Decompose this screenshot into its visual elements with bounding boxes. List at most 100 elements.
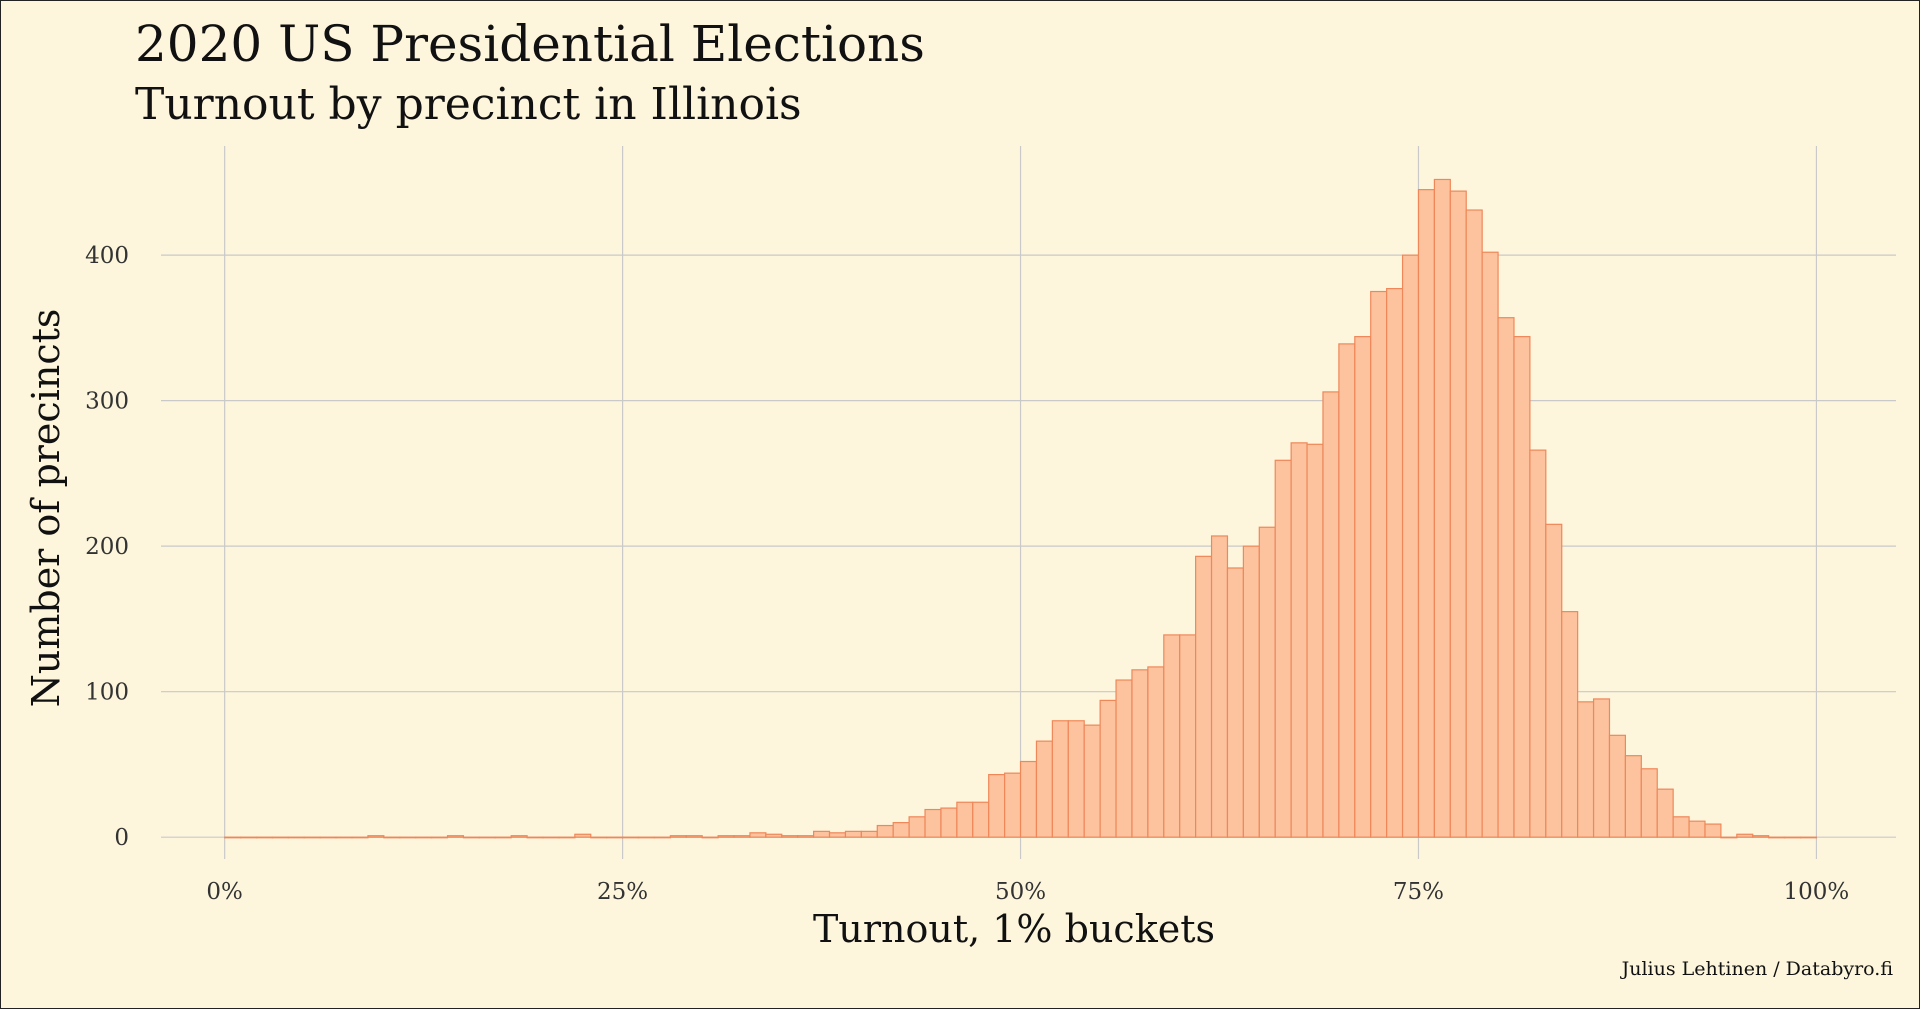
histogram-bar: [1417, 189, 1435, 838]
histogram-bar: [367, 835, 385, 838]
histogram-bar: [1019, 760, 1038, 838]
x-tick-labels: 0% 25% 50% 75% 100%: [206, 879, 1849, 905]
histogram-bar: [1338, 343, 1356, 838]
histogram-bar: [1672, 816, 1690, 838]
histogram-bar: [430, 836, 449, 839]
histogram-bar: [255, 836, 274, 839]
histogram-bar: [1704, 823, 1722, 838]
histogram-bar: [781, 835, 799, 838]
histogram-bar: [1401, 254, 1420, 838]
histogram-bar: [478, 836, 496, 839]
histogram-bar: [239, 836, 258, 839]
histogram-bar: [1465, 209, 1483, 838]
histogram-bar: [271, 836, 289, 839]
histogram-bar: [1306, 443, 1324, 838]
histogram-bar: [590, 836, 608, 839]
histogram-bar: [828, 832, 847, 838]
histogram-bar: [1370, 290, 1388, 838]
histogram-bar: [1545, 523, 1563, 838]
histogram-bar: [574, 833, 592, 838]
histogram-bar: [224, 836, 242, 839]
histogram-bar: [1656, 788, 1674, 838]
histogram-bar: [1083, 724, 1101, 838]
histogram-bar: [749, 832, 767, 838]
histogram-bar: [446, 835, 465, 838]
histogram-bar: [1242, 545, 1260, 838]
histogram-bar: [510, 835, 528, 838]
histogram-bar: [1258, 526, 1276, 838]
histogram-bar: [685, 835, 703, 838]
histogram-bar: [287, 836, 305, 839]
y-tick-label: 100: [85, 680, 129, 706]
histogram-bar: [892, 822, 910, 838]
histogram-bar: [1274, 459, 1292, 838]
histogram-bar: [1513, 336, 1531, 838]
chart-title: 2020 US Presidential Elections: [135, 15, 925, 73]
histogram-bar: [924, 808, 942, 838]
y-tick-labels: 0 100 200 300 400: [85, 243, 129, 851]
x-tick-label: 75%: [1393, 879, 1444, 905]
histogram-bar: [1720, 836, 1738, 839]
histogram-bar: [558, 836, 576, 839]
histogram-bar: [1592, 698, 1611, 838]
histogram-bar: [1529, 449, 1547, 838]
histogram-bar: [940, 807, 958, 838]
y-tick-label: 0: [114, 825, 129, 851]
histogram-bar: [1640, 768, 1658, 838]
histogram-bar: [876, 824, 894, 838]
histogram-bar: [462, 836, 480, 839]
histogram-bar: [637, 836, 656, 839]
histogram-bar: [1179, 634, 1197, 838]
histogram-bar: [1386, 288, 1404, 838]
histogram-bar: [1035, 740, 1053, 838]
histogram-bar: [1768, 836, 1786, 839]
x-tick-label: 100%: [1784, 879, 1850, 905]
histogram-bar: [701, 836, 719, 839]
histogram-bar: [1354, 336, 1372, 838]
histogram-bar: [415, 836, 433, 839]
histogram-bar: [1783, 836, 1802, 839]
histogram-bar: [717, 835, 735, 838]
x-tick-label: 25%: [597, 879, 648, 905]
histogram-bar: [1608, 734, 1627, 838]
histogram-bar: [542, 836, 560, 839]
histogram-bar: [733, 835, 751, 838]
histogram-bar: [1290, 442, 1308, 838]
histogram-bar: [669, 835, 687, 838]
y-tick-label: 200: [85, 534, 129, 560]
histogram-bar: [1497, 317, 1515, 838]
histogram-bar: [1752, 835, 1770, 838]
bars-layer: [224, 178, 1818, 839]
y-tick-label: 400: [85, 243, 129, 269]
histogram-bar: [1163, 634, 1181, 838]
histogram-bar: [335, 836, 353, 839]
histogram-bar: [1115, 679, 1133, 838]
histogram-bar: [526, 836, 544, 839]
histogram-bar: [303, 836, 321, 839]
histogram-bar: [399, 836, 417, 839]
histogram-bar: [1799, 836, 1818, 839]
histogram-bar: [765, 833, 783, 838]
histogram-bar: [1051, 720, 1069, 838]
histogram-bar: [1736, 833, 1754, 838]
histogram-bar: [1067, 720, 1085, 838]
histogram-bar: [383, 836, 401, 839]
histogram-bar: [494, 836, 512, 839]
histogram-bar: [351, 836, 369, 839]
histogram-bar: [1131, 669, 1149, 838]
histogram-bar: [1449, 190, 1467, 838]
histogram-bar: [653, 836, 671, 839]
histogram-bar: [1099, 699, 1117, 838]
histogram-bar: [1561, 611, 1579, 838]
histogram-bar: [988, 774, 1006, 838]
x-axis-label: Turnout, 1% buckets: [813, 907, 1215, 951]
histogram-bar: [622, 836, 640, 839]
histogram-bar: [1226, 567, 1244, 838]
histogram-bar: [1481, 251, 1499, 838]
histogram-bar: [319, 836, 337, 839]
histogram-bar: [1577, 701, 1595, 838]
x-tick-label: 0%: [206, 879, 243, 905]
histogram-bar: [797, 835, 815, 838]
histogram-bar: [972, 801, 990, 838]
